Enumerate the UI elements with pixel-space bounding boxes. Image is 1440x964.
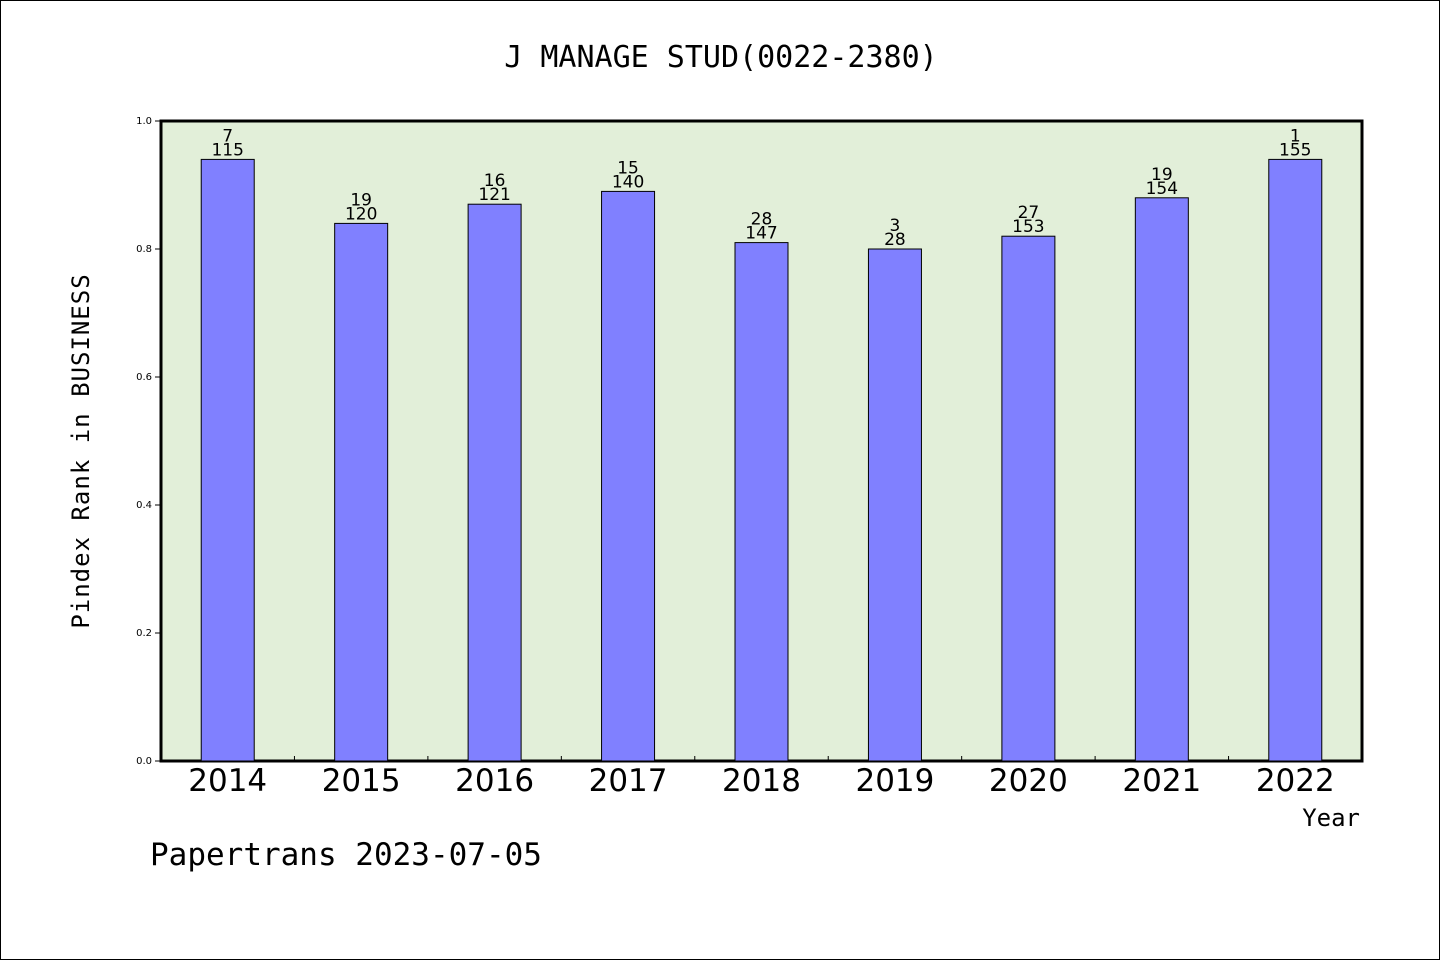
bar (334, 222, 389, 762)
x-tick-label: 2014 (188, 763, 267, 799)
bar (1268, 158, 1323, 762)
x-tick-label: 2020 (989, 763, 1068, 799)
bar-label-rank: 140 (612, 172, 644, 192)
bar-label-rank: 121 (478, 185, 510, 205)
x-tick-label: 2022 (1256, 763, 1335, 799)
bar-label-rank: 115 (211, 140, 243, 160)
x-tick-label: 2015 (322, 763, 401, 799)
x-tick-label: 2018 (722, 763, 801, 799)
x-tick-label: 2016 (455, 763, 534, 799)
bar-label-top: 16 (484, 171, 506, 191)
bar-label-top: 19 (1151, 165, 1173, 185)
bar-label-top: 27 (1018, 203, 1040, 223)
y-tick-label: 0.6 (136, 372, 152, 383)
bar (1134, 197, 1189, 762)
bar (867, 248, 922, 762)
y-tick-label: 1.0 (136, 116, 152, 127)
bar-label-rank: 155 (1279, 140, 1311, 160)
y-tick-label: 0.8 (136, 244, 152, 255)
x-axis-ticks: 2014 2015 2016 2017 2018 2019 2020 2021 2022 (188, 756, 1335, 799)
bar-label-top: 1 (1290, 126, 1301, 146)
x-tick-label: 2017 (589, 763, 668, 799)
bar-label-rank: 147 (745, 224, 777, 244)
bar (467, 203, 522, 762)
bar-label-top: 15 (617, 158, 639, 178)
y-axis-ticks: 0.0 0.2 0.4 0.6 0.8 1.0 (136, 116, 161, 767)
bar (734, 242, 789, 762)
bar-label-top: 7 (222, 126, 233, 146)
y-tick-label: 0.4 (136, 500, 152, 511)
chart-title: J MANAGE STUD(0022-2380) (504, 40, 937, 75)
bar (1001, 235, 1056, 762)
bar (200, 158, 255, 762)
bar-label-rank: 28 (884, 230, 906, 250)
bar-label-top: 19 (350, 190, 372, 210)
bar-label-rank: 120 (345, 204, 377, 224)
footer-text: Papertrans 2023-07-05 (150, 837, 542, 873)
bar-label-rank: 154 (1146, 179, 1178, 199)
bar-label-top: 28 (751, 210, 773, 230)
y-tick-label: 0.0 (136, 756, 152, 767)
x-axis-label: Year (1302, 804, 1360, 832)
bar (601, 190, 656, 762)
y-tick-label: 0.2 (136, 628, 152, 639)
y-axis-label: Pindex Rank in BUSINESS (67, 273, 95, 628)
bar-label-rank: 153 (1012, 217, 1044, 237)
x-tick-label: 2021 (1122, 763, 1201, 799)
x-tick-label: 2019 (855, 763, 934, 799)
bar-label-top: 3 (890, 216, 901, 236)
